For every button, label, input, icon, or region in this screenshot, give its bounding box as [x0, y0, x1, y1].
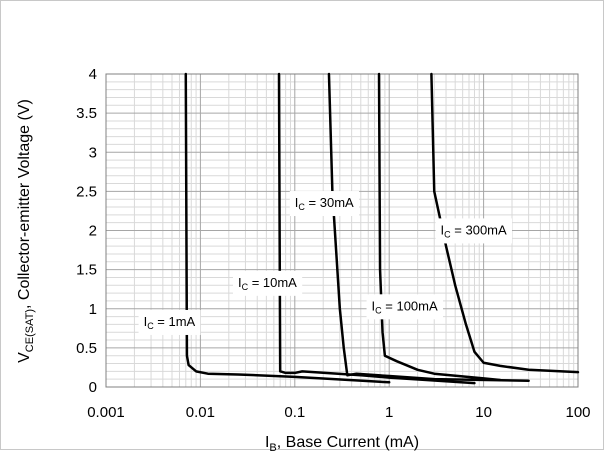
y-axis-title-main: V	[16, 352, 33, 363]
x-axis-title-main: I	[265, 434, 269, 451]
annotation-bg	[232, 270, 303, 296]
annotation-main: I	[295, 195, 299, 210]
annotation-bg	[138, 309, 201, 335]
series-line-3	[327, 72, 530, 382]
annotation-5: IC = 300mA	[435, 218, 513, 244]
annotation-rest: = 10mA	[248, 275, 297, 290]
y-tick-label: 4	[89, 66, 97, 83]
annotation-main: I	[144, 314, 148, 329]
annotation-rest: = 30mA	[305, 195, 354, 210]
annotation-3: IC = 30mA	[289, 191, 360, 217]
annotation-label: IC = 10mA	[238, 275, 297, 292]
annotation-rest: = 1mA	[154, 314, 196, 329]
y-tick-label: 1.5	[76, 262, 97, 279]
y-axis-title: VCE(SAT), Collector-emitter Voltage (V)	[16, 99, 36, 363]
x-tick-label: 100	[565, 404, 590, 421]
annotation-label: IC = 300mA	[441, 222, 507, 239]
y-tick-label: 3	[89, 144, 97, 161]
annotation-label: IC = 30mA	[295, 195, 354, 212]
y-tick-label: 1	[89, 301, 97, 318]
annotation-main: I	[372, 298, 376, 313]
x-tick-label: 10	[475, 404, 492, 421]
y-axis-title-rest: , Collector-emitter Voltage (V)	[16, 99, 33, 309]
y-tick-label: 2	[89, 223, 97, 240]
annotation-sub: C	[242, 282, 249, 292]
x-tick-labels: 0.001 0.01 0.1 1 10 100	[87, 404, 590, 421]
annotation-sub: C	[444, 229, 451, 239]
annotation-4: IC = 100mA	[366, 294, 443, 320]
x-axis-title-sub: B	[269, 442, 276, 451]
annotation-bg	[289, 191, 360, 217]
y-tick-label: 0.5	[76, 340, 97, 357]
annotation-main: I	[238, 275, 242, 290]
annotation-label: IC = 1mA	[144, 314, 196, 331]
x-tick-label: 0.1	[284, 404, 305, 421]
annotation-main: I	[441, 222, 445, 237]
annotation-2: IC = 10mA	[232, 270, 303, 296]
x-axis-title-rest: , Base Current (mA)	[277, 434, 419, 451]
series-layer	[184, 72, 580, 385]
x-tick-label: 1	[385, 404, 393, 421]
series-line-4	[377, 72, 502, 382]
annotation-label: IC = 100mA	[372, 298, 438, 315]
annotation-sub: C	[147, 321, 154, 331]
annotation-rest: = 100mA	[382, 298, 438, 313]
annotation-sub: C	[375, 305, 382, 315]
series-line-1	[184, 72, 391, 384]
y-tick-labels: 0 0.5 1 1.5 2 2.5 3 3.5 4	[76, 66, 97, 396]
annotation-rest: = 300mA	[451, 222, 507, 237]
x-tick-label: 0.01	[186, 404, 215, 421]
x-tick-label: 0.001	[87, 404, 125, 421]
annotation-bg	[435, 218, 513, 244]
y-axis-title-sub: CE(SAT)	[24, 309, 36, 352]
annotation-1: IC = 1mA	[138, 309, 201, 335]
y-tick-label: 0	[89, 379, 97, 396]
annotation-sub: C	[298, 202, 305, 212]
x-axis-title: IB, Base Current (mA)	[265, 434, 419, 451]
y-tick-label: 2.5	[76, 183, 97, 200]
series-line-2	[277, 72, 476, 385]
y-tick-label: 3.5	[76, 105, 97, 122]
annotation-bg	[366, 294, 443, 320]
plot-border	[105, 73, 579, 388]
